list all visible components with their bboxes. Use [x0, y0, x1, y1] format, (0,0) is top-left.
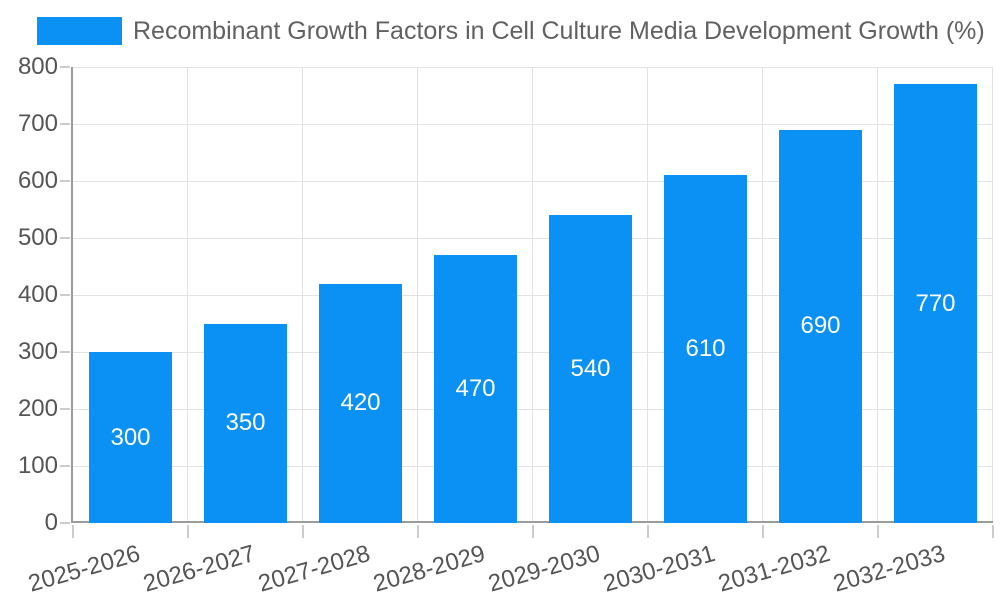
x-tick-label: 2032-2033 [829, 540, 948, 598]
bar-value-label: 770 [915, 289, 956, 317]
gridline-h [73, 181, 993, 182]
bar [434, 255, 517, 523]
y-tick [60, 408, 70, 410]
gridline-h [73, 295, 993, 296]
x-tick-label: 2031-2032 [714, 540, 833, 598]
x-tick [417, 525, 419, 538]
chart-title: Recombinant Growth Factors in Cell Cultu… [133, 16, 985, 45]
gridline-h [73, 124, 993, 125]
y-tick [60, 294, 70, 296]
y-tick-label: 300 [17, 338, 58, 365]
legend-swatch [37, 17, 122, 45]
x-tick-label: 2026-2027 [139, 540, 258, 598]
y-tick [60, 237, 70, 239]
y-tick-label: 500 [17, 224, 58, 251]
bar [89, 352, 172, 523]
bar-value-label: 300 [110, 423, 151, 451]
bar-value-label: 540 [570, 355, 611, 383]
gridline-v [877, 67, 878, 523]
gridline-h [73, 466, 993, 467]
bar [894, 84, 977, 523]
x-tick-label: 2029-2030 [484, 540, 603, 598]
x-tick [762, 525, 764, 538]
bar-value-label: 470 [455, 375, 496, 403]
gridline-v [532, 67, 533, 523]
gridline-v [647, 67, 648, 523]
y-tick-label: 700 [17, 110, 58, 137]
x-tick-label: 2025-2026 [24, 540, 143, 598]
gridline-v [302, 67, 303, 523]
y-tick [60, 66, 70, 68]
gridline-v [187, 67, 188, 523]
bar-value-label: 690 [800, 312, 841, 340]
y-tick [60, 465, 70, 467]
gridline-v [762, 67, 763, 523]
x-tick [72, 525, 74, 538]
bar [204, 323, 287, 523]
gridline-h [73, 67, 993, 68]
x-tick-label: 2028-2029 [369, 540, 488, 598]
gridline-h [73, 238, 993, 239]
y-tick [60, 180, 70, 182]
y-tick [60, 351, 70, 353]
x-tick [187, 525, 189, 538]
x-tick [302, 525, 304, 538]
x-tick [877, 525, 879, 538]
x-tick [647, 525, 649, 538]
y-tick [60, 123, 70, 125]
x-tick [532, 525, 534, 538]
bar [549, 215, 632, 523]
gridline-v [417, 67, 418, 523]
x-tick-label: 2030-2031 [599, 540, 718, 598]
y-tick-label: 100 [17, 452, 58, 479]
bar-value-label: 350 [225, 409, 266, 437]
bar-value-label: 420 [340, 389, 381, 417]
bar [779, 129, 862, 523]
y-tick-label: 800 [17, 53, 58, 80]
y-tick-label: 600 [17, 167, 58, 194]
legend: Recombinant Growth Factors in Cell Cultu… [37, 15, 985, 47]
y-tick-label: 200 [17, 395, 58, 422]
y-axis-line [71, 67, 73, 523]
y-tick-label: 0 [44, 509, 58, 536]
y-tick-label: 400 [17, 281, 58, 308]
x-axis-line [73, 521, 993, 523]
bar [664, 175, 747, 523]
gridline-v [992, 67, 993, 523]
x-tick [992, 525, 994, 538]
gridline-h [73, 409, 993, 410]
bar [319, 283, 402, 523]
bar-value-label: 610 [685, 335, 726, 363]
y-tick [60, 522, 70, 524]
x-tick-label: 2027-2028 [254, 540, 373, 598]
plot-area: 0 100 200 300 400 500 600 700 800 300 2025-2026 350… [18, 53, 994, 598]
gridline-h [73, 352, 993, 353]
